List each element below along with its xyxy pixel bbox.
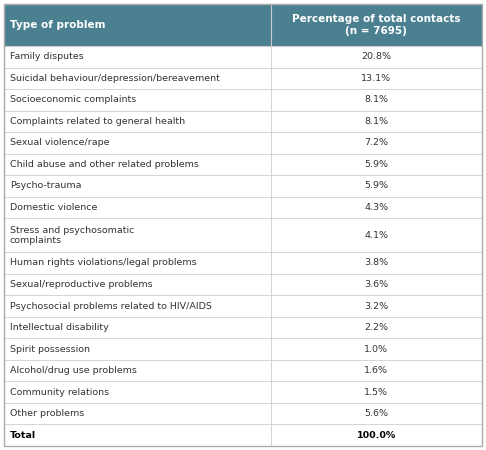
Text: 5.9%: 5.9% [364, 160, 388, 169]
Text: 4.3%: 4.3% [364, 203, 388, 212]
Text: 7.2%: 7.2% [364, 139, 388, 148]
Text: 3.8%: 3.8% [364, 258, 388, 267]
Text: Sexual violence/rape: Sexual violence/rape [10, 139, 109, 148]
Text: Complaints related to general health: Complaints related to general health [10, 117, 185, 126]
Bar [4, 46, 271, 68]
Bar [4, 68, 271, 89]
Bar [4, 153, 271, 175]
Text: Community relations: Community relations [10, 388, 109, 397]
Bar [4, 89, 271, 111]
Bar [4, 132, 271, 153]
Text: Percentage of total contacts
(n = 7695): Percentage of total contacts (n = 7695) [292, 14, 461, 36]
Bar [271, 274, 482, 295]
Bar [271, 175, 482, 197]
Bar [4, 295, 271, 317]
Bar [271, 132, 482, 153]
Bar [4, 218, 271, 252]
Bar [271, 382, 482, 403]
Text: Suicidal behaviour/depression/bereavement: Suicidal behaviour/depression/bereavemen… [10, 74, 220, 83]
Text: Total: Total [10, 431, 36, 440]
Bar [4, 274, 271, 295]
Text: 8.1%: 8.1% [364, 117, 388, 126]
Text: Stress and psychosomatic
complaints: Stress and psychosomatic complaints [10, 225, 134, 245]
Text: 1.5%: 1.5% [364, 388, 388, 397]
Bar [4, 360, 271, 382]
Bar [4, 197, 271, 218]
Text: Psychosocial problems related to HIV/AIDS: Psychosocial problems related to HIV/AID… [10, 302, 212, 310]
Bar [271, 338, 482, 360]
Bar [4, 4, 271, 46]
Bar [271, 89, 482, 111]
Text: Sexual/reproductive problems: Sexual/reproductive problems [10, 280, 153, 289]
Bar [4, 252, 271, 274]
Bar [4, 338, 271, 360]
Text: 13.1%: 13.1% [361, 74, 391, 83]
Text: Domestic violence: Domestic violence [10, 203, 97, 212]
Bar [271, 295, 482, 317]
Bar [271, 252, 482, 274]
Bar [4, 175, 271, 197]
Bar [271, 403, 482, 424]
Bar [271, 111, 482, 132]
Bar [271, 4, 482, 46]
Text: Type of problem: Type of problem [10, 20, 105, 30]
Text: 100.0%: 100.0% [357, 431, 396, 440]
Bar [4, 382, 271, 403]
Text: 4.1%: 4.1% [364, 231, 388, 240]
Bar [271, 424, 482, 446]
Text: 3.2%: 3.2% [364, 302, 388, 310]
Bar [271, 197, 482, 218]
Text: 5.6%: 5.6% [364, 409, 388, 418]
Text: 1.6%: 1.6% [364, 366, 388, 375]
Text: 5.9%: 5.9% [364, 181, 388, 190]
Text: Spirit possession: Spirit possession [10, 345, 90, 354]
Bar [4, 424, 271, 446]
Text: 20.8%: 20.8% [362, 52, 391, 61]
Text: Psycho-trauma: Psycho-trauma [10, 181, 82, 190]
Bar [271, 153, 482, 175]
Text: 3.6%: 3.6% [364, 280, 388, 289]
Text: Intellectual disability: Intellectual disability [10, 323, 109, 332]
Bar [4, 111, 271, 132]
Text: Other problems: Other problems [10, 409, 84, 418]
Text: Family disputes: Family disputes [10, 52, 84, 61]
Text: 1.0%: 1.0% [364, 345, 388, 354]
Bar [271, 68, 482, 89]
Bar [4, 317, 271, 338]
Bar [271, 317, 482, 338]
Bar [271, 218, 482, 252]
Bar [271, 46, 482, 68]
Text: Alcohol/drug use problems: Alcohol/drug use problems [10, 366, 137, 375]
Text: 8.1%: 8.1% [364, 95, 388, 104]
Bar [271, 360, 482, 382]
Bar [4, 403, 271, 424]
Text: Socioeconomic complaints: Socioeconomic complaints [10, 95, 136, 104]
Text: Child abuse and other related problems: Child abuse and other related problems [10, 160, 199, 169]
Text: 2.2%: 2.2% [364, 323, 388, 332]
Text: Human rights violations/legal problems: Human rights violations/legal problems [10, 258, 197, 267]
